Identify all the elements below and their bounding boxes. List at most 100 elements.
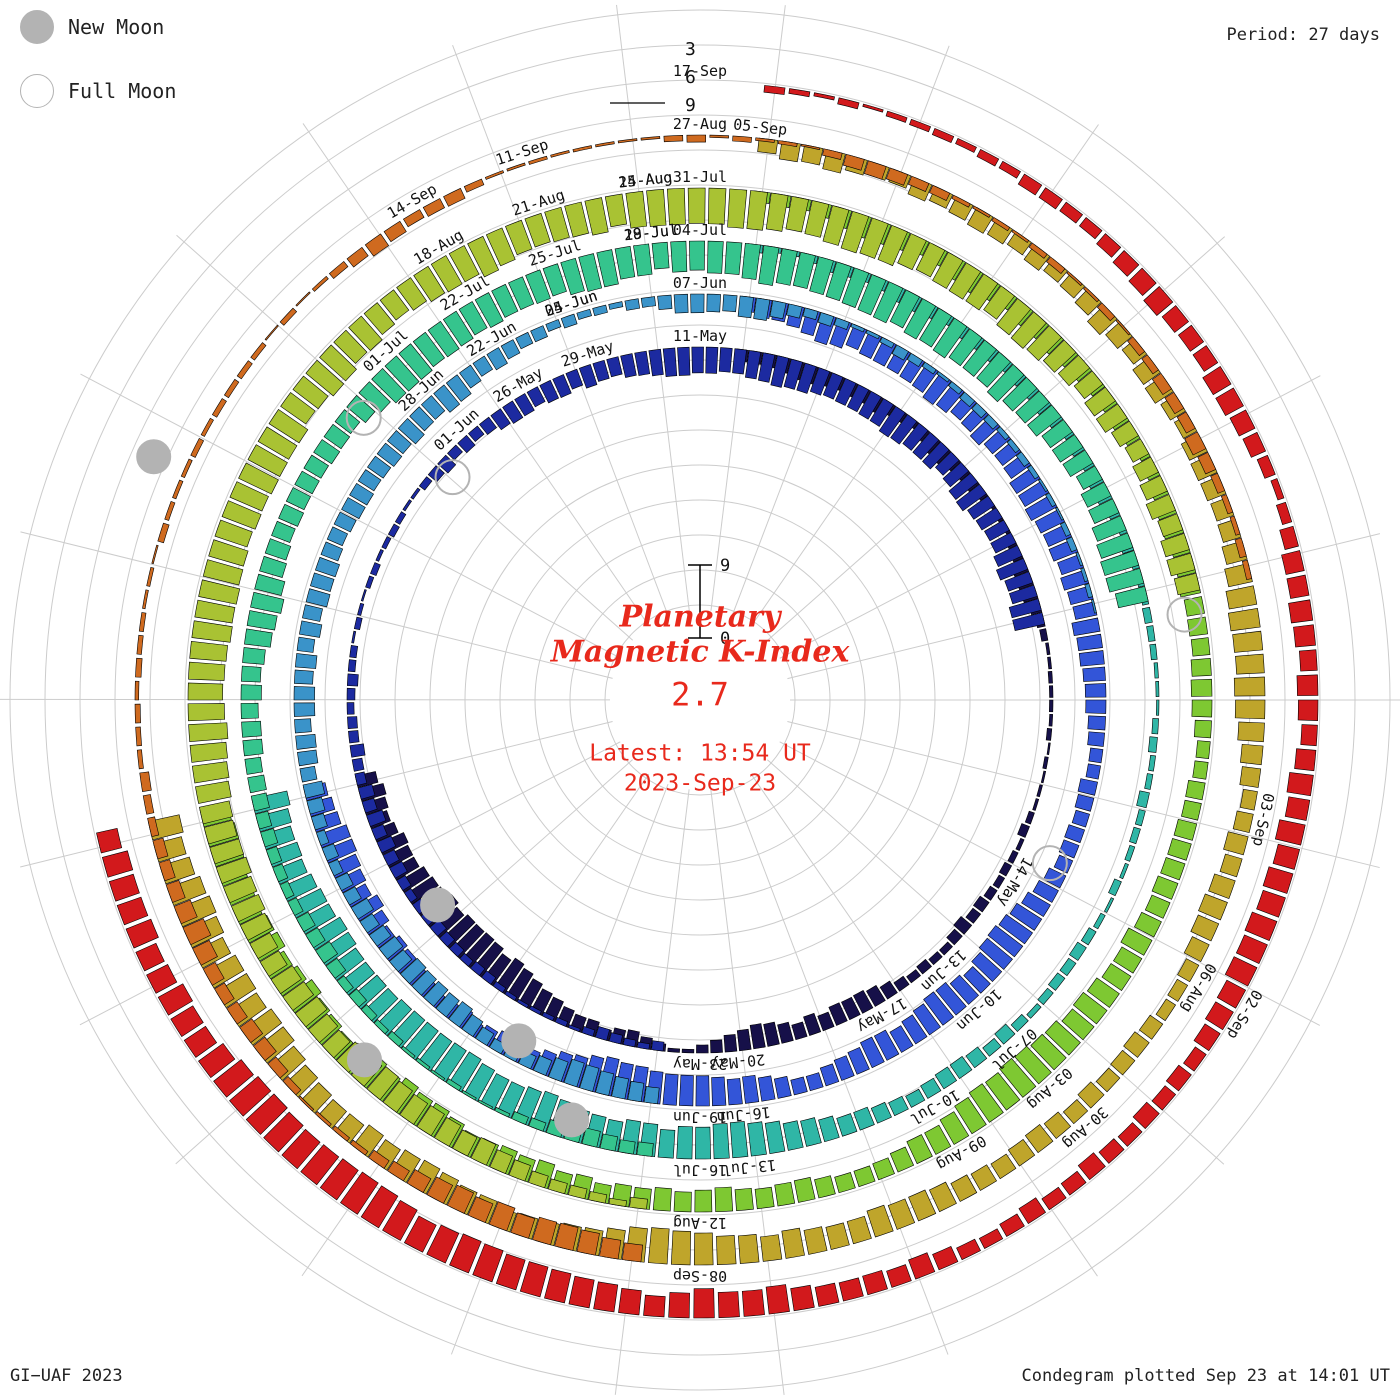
k-index-bar [280,308,297,325]
k-index-bar [977,149,999,166]
k-index-bar [630,1197,648,1209]
k-index-bar [348,660,356,672]
k-index-bar [294,670,313,684]
k-index-bar [593,305,608,316]
k-index-bar [1263,867,1293,894]
k-index-bar [1083,667,1106,682]
k-index-bar [585,198,608,236]
radial-axis-tick-label: 3 [685,39,696,60]
k-index-bar [1078,1153,1105,1180]
k-index-bar [1060,958,1076,975]
k-index-bar [573,146,592,152]
k-index-bar [1108,879,1121,896]
scale-bar-top-label: 9 [720,556,730,576]
k-index-bar [742,1075,758,1103]
k-index-bar [1233,631,1263,652]
k-index-bar [1025,811,1034,824]
k-index-bar [382,537,391,549]
k-index-bar [667,188,685,225]
k-index-bar [695,1127,710,1159]
k-index-bar [1042,1187,1066,1210]
k-index-bar [312,276,328,291]
k-index-bar [1240,744,1263,764]
k-index-bar [760,1235,781,1262]
k-index-bar [241,666,261,682]
k-index-bar [713,1123,729,1158]
k-index-bar [707,241,723,273]
k-index-bar [1046,728,1052,740]
k-index-bar [192,762,229,783]
ring-date-label: 07-Jun [673,274,727,292]
k-index-bar [715,1187,733,1212]
k-index-bar [819,1116,840,1142]
k-index-bar [395,512,406,525]
k-index-bar [837,1114,857,1137]
k-index-bar [1008,850,1018,863]
k-index-bar [310,573,334,592]
k-index-bar [1137,791,1150,808]
k-index-bar [544,1269,571,1303]
k-index-bar [783,1121,803,1151]
k-index-bar [835,1172,856,1192]
k-index-bar [191,438,204,457]
k-index-bar [907,970,921,983]
radial-axis-tick-label: 6 [685,67,696,88]
k-index-bar [1077,634,1103,651]
k-index-bar [1234,677,1265,696]
k-index-bar [794,1177,815,1202]
k-index-bar [1287,575,1309,598]
k-index-bar [388,524,399,537]
k-index-bar [733,136,752,142]
k-index-bar [1156,700,1159,715]
extra-date-label: 15-Aug [617,168,673,192]
k-index-bar [933,1246,958,1270]
k-index-bar [241,685,262,700]
k-index-bar [1037,785,1043,797]
k-index-bar [1271,479,1284,501]
k-index-bar [625,299,640,311]
k-index-bar [658,1129,675,1158]
k-index-bar [1209,874,1236,899]
k-index-bar [1297,675,1318,696]
k-index-bar [190,641,228,661]
k-index-bar [966,908,981,923]
k-index-bar [212,399,226,418]
k-index-bar [1196,741,1210,759]
k-index-bar [531,326,548,342]
k-index-bar [251,343,266,361]
k-index-bar [1048,671,1052,683]
k-index-bar [618,139,637,143]
k-index-bar [1230,410,1255,436]
k-index-bar [411,488,420,499]
k-index-bar [1148,755,1155,771]
k-index-bar [1089,748,1103,763]
k-index-bar [126,919,158,948]
k-index-bar [1288,600,1312,623]
k-index-bar [516,332,533,349]
k-index-bar [633,244,652,276]
k-index-bar [724,1034,737,1052]
k-index-bar [1133,1102,1159,1128]
new-moon-icon [502,1024,536,1058]
k-index-bar [561,314,577,328]
k-index-bar [350,744,365,757]
k-index-bar [716,1235,736,1264]
k-index-bar [1224,832,1249,855]
k-index-bar [365,234,388,256]
k-index-bar [1257,455,1275,478]
k-index-bar [615,246,635,279]
k-index-bar [135,681,139,700]
k-index-bar [867,1205,893,1237]
k-index-bar [742,1289,764,1316]
k-index-bar [1113,250,1139,276]
footer-right-label: Condegram plotted Sep 23 at 14:01 UT [1022,1366,1390,1386]
k-index-value: 2.7 [490,676,910,714]
k-index-bar [730,1121,748,1157]
k-index-bar [464,179,484,192]
k-index-bar [694,1289,715,1318]
k-index-bar [173,480,183,499]
k-index-bar [1287,772,1313,795]
k-index-bar [710,135,729,138]
k-index-bar [839,1278,863,1301]
k-index-bar [1183,1047,1206,1071]
